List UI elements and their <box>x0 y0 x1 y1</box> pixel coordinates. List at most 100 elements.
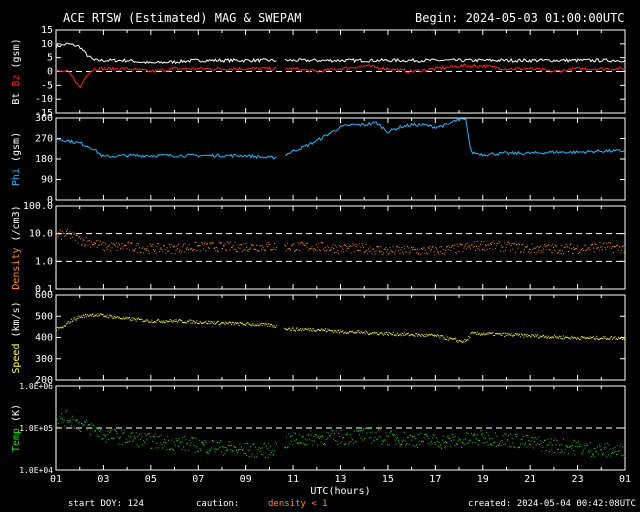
data-point-temp <box>56 426 57 428</box>
data-point-density <box>192 249 194 251</box>
data-point-density <box>68 233 70 234</box>
data-point-temp <box>497 445 499 447</box>
data-point-speed <box>542 335 544 337</box>
data-point-density <box>178 243 179 245</box>
data-point-speed <box>170 320 172 322</box>
data-point-density <box>475 245 477 247</box>
data-point-temp <box>175 438 177 440</box>
data-point-density <box>80 238 82 240</box>
data-point-density <box>167 250 169 252</box>
x-tick-label: 21 <box>524 474 536 485</box>
data-point-density <box>212 242 213 244</box>
data-point-speed <box>458 340 460 342</box>
data-point-speed <box>401 335 403 337</box>
data-point-speed <box>327 328 329 330</box>
data-point-density <box>75 239 77 241</box>
data-point-density <box>462 251 464 253</box>
data-point-density <box>393 251 395 253</box>
data-point-density <box>543 248 545 250</box>
data-point-density <box>513 243 515 245</box>
data-point-temp <box>221 451 223 453</box>
data-point-density <box>614 246 616 248</box>
data-point-temp <box>130 432 132 434</box>
data-point-temp <box>411 439 413 441</box>
data-point-temp <box>314 433 316 435</box>
data-point-temp <box>553 452 555 454</box>
data-point-temp <box>564 448 566 450</box>
data-point-density <box>477 247 479 249</box>
data-point-speed <box>165 320 167 322</box>
data-point-temp <box>336 440 338 442</box>
data-point-temp <box>358 430 359 432</box>
data-point-speed <box>348 332 350 334</box>
data-point-temp <box>489 438 491 439</box>
data-point-speed <box>530 335 532 337</box>
data-point-speed <box>241 322 243 324</box>
data-point-temp <box>314 440 316 442</box>
y-tick-label: 180 <box>35 154 53 165</box>
data-point-density <box>139 247 140 249</box>
data-point-density <box>598 249 600 251</box>
data-point-density <box>427 246 429 248</box>
data-point-speed <box>456 340 457 342</box>
data-point-speed <box>480 334 481 336</box>
data-point-speed <box>427 334 429 336</box>
data-point-density <box>373 251 375 253</box>
data-point-speed <box>396 335 398 337</box>
x-tick-label: 23 <box>572 474 584 485</box>
data-point-speed <box>268 323 270 325</box>
data-point-density <box>73 234 75 236</box>
data-point-temp <box>443 442 445 443</box>
data-point-speed <box>74 317 76 319</box>
data-point-temp <box>541 450 543 452</box>
data-point-temp <box>501 439 503 441</box>
data-point-speed <box>204 321 206 323</box>
data-point-speed <box>583 336 585 338</box>
data-point-density <box>441 246 442 248</box>
data-point-speed <box>228 321 230 323</box>
data-point-temp <box>287 446 289 448</box>
data-point-density <box>382 253 384 255</box>
data-point-temp <box>536 438 538 440</box>
data-point-temp <box>302 436 304 437</box>
data-point-speed <box>317 329 319 330</box>
data-point-density <box>534 252 535 254</box>
data-point-density <box>358 250 359 251</box>
data-point-speed <box>247 322 249 324</box>
data-point-speed <box>392 334 394 335</box>
data-point-temp <box>170 447 172 449</box>
data-point-temp <box>512 442 514 444</box>
data-point-speed <box>239 322 241 324</box>
data-point-density <box>123 248 125 250</box>
data-point-density <box>483 241 485 243</box>
data-point-speed <box>409 335 411 336</box>
data-point-temp <box>506 439 508 441</box>
data-point-temp <box>585 445 587 447</box>
data-point-temp <box>581 453 583 455</box>
data-point-density <box>566 245 568 247</box>
data-point-temp <box>535 444 537 446</box>
data-point-density <box>591 244 593 246</box>
data-point-speed <box>83 314 85 316</box>
data-point-density <box>471 244 473 246</box>
data-point-speed <box>334 330 336 331</box>
data-point-temp <box>61 413 62 415</box>
y-tick-label: 1.0 <box>35 256 53 267</box>
data-point-density <box>345 250 347 252</box>
data-point-speed <box>290 329 291 331</box>
data-point-density <box>374 253 376 255</box>
data-point-speed <box>495 332 497 334</box>
data-point-temp <box>534 441 535 442</box>
data-point-speed <box>113 317 115 319</box>
data-point-temp <box>465 432 467 434</box>
data-point-temp <box>303 443 305 445</box>
data-point-speed <box>604 335 606 337</box>
data-point-speed <box>109 314 111 316</box>
x-tick-label: 05 <box>145 474 157 485</box>
data-point-temp <box>182 437 184 439</box>
data-point-density <box>370 250 372 252</box>
data-point-density <box>222 248 223 249</box>
data-point-temp <box>290 436 291 438</box>
data-point-density <box>599 242 601 244</box>
data-point-speed <box>623 338 625 340</box>
